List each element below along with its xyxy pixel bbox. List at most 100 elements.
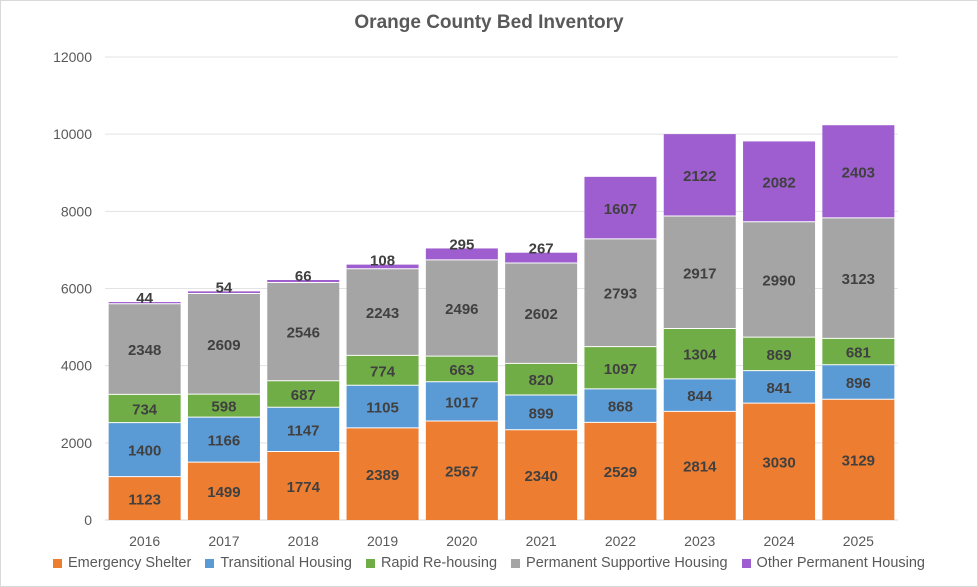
data-label: 2243 — [366, 305, 399, 322]
data-label: 2403 — [842, 165, 875, 182]
x-tick-label: 2020 — [446, 533, 477, 549]
legend-item: Transitional Housing — [205, 555, 352, 571]
x-tick-label: 2017 — [208, 533, 239, 549]
bar-segment — [584, 346, 657, 389]
data-label: 681 — [846, 345, 871, 362]
data-label: 2917 — [683, 265, 716, 282]
data-label: 1017 — [445, 394, 478, 411]
bar-segment — [822, 125, 895, 218]
bar-segment — [346, 427, 419, 520]
data-label: 687 — [291, 387, 316, 404]
data-label: 663 — [449, 362, 474, 379]
data-label: 3129 — [842, 453, 875, 470]
data-label: 295 — [449, 236, 474, 253]
stacked-bar-chart: 0 2000 4000 6000 8000 10000 12000 1123 1400 734 23… — [53, 49, 898, 549]
y-tick-label: 8000 — [61, 203, 92, 219]
bar-segment — [743, 141, 816, 222]
bar-segment — [108, 303, 181, 395]
bar-segment — [187, 462, 260, 520]
bar-segment — [584, 176, 657, 239]
bar-segment — [743, 337, 816, 371]
data-label: 2529 — [604, 464, 637, 481]
bar-segment — [822, 217, 895, 339]
bar-segment — [346, 355, 419, 386]
data-label: 2340 — [524, 468, 557, 485]
legend-label: Rapid Re-housing — [380, 555, 498, 571]
y-tick-label: 4000 — [61, 358, 92, 374]
bar-segment — [187, 394, 260, 418]
data-label: 2122 — [683, 168, 716, 185]
bar-segment — [108, 302, 181, 304]
chart-legend: Emergency Shelter Transitional Housing Rap… — [0, 555, 978, 571]
bar-segment — [346, 268, 419, 356]
y-tick-label: 0 — [84, 512, 92, 528]
legend-label: Permanent Supportive Housing — [526, 555, 728, 571]
legend-swatch — [365, 558, 375, 568]
bar-segment — [425, 356, 498, 382]
bar-segment — [346, 385, 419, 428]
data-label: 3030 — [762, 455, 795, 472]
x-tick-label: 2021 — [526, 533, 557, 549]
x-tick-label: 2024 — [763, 533, 794, 549]
data-label: 1105 — [366, 400, 399, 417]
data-label: 267 — [529, 241, 554, 258]
data-label: 1400 — [128, 443, 161, 460]
data-label: 2546 — [287, 325, 320, 342]
bar-segment — [425, 381, 498, 421]
bar-segment — [187, 293, 260, 395]
y-tick-label: 12000 — [53, 49, 92, 65]
bar-segment — [584, 238, 657, 347]
bar-segment — [663, 411, 736, 520]
data-label: 1774 — [287, 479, 321, 496]
bar-segment — [108, 422, 181, 477]
legend-item: Emergency Shelter — [53, 555, 191, 571]
data-label: 1147 — [287, 422, 320, 439]
x-tick-label: 2019 — [367, 533, 398, 549]
bar-segment — [267, 280, 340, 283]
bar-segment — [108, 394, 181, 423]
data-label: 54 — [216, 279, 233, 296]
bar-segment — [822, 364, 895, 400]
y-tick-label: 6000 — [61, 281, 92, 297]
data-label: 2793 — [604, 286, 637, 303]
x-tick-label: 2018 — [288, 533, 319, 549]
data-label: 598 — [211, 399, 236, 416]
bar-segment — [822, 338, 895, 365]
data-label: 896 — [846, 375, 871, 392]
data-label: 1123 — [128, 491, 161, 508]
bar-segment — [663, 134, 736, 217]
bar-segment — [187, 417, 260, 463]
data-label: 869 — [767, 347, 792, 364]
bar-segment — [584, 422, 657, 520]
bar-segment — [108, 476, 181, 520]
data-label: 2814 — [683, 459, 717, 476]
bar-segment — [267, 282, 340, 381]
data-label: 3123 — [842, 271, 875, 288]
bar-segment — [425, 259, 498, 357]
bar-segment — [505, 395, 578, 430]
bar-segment — [425, 420, 498, 520]
bar-segment — [346, 264, 419, 269]
data-label: 2609 — [207, 337, 240, 354]
bar-segment — [743, 370, 816, 404]
bar-segment — [187, 291, 260, 294]
bar-segment — [663, 216, 736, 329]
data-label: 774 — [370, 363, 396, 380]
x-tick-label: 2025 — [843, 533, 874, 549]
legend-label: Transitional Housing — [220, 555, 352, 571]
bar-segment — [584, 388, 657, 423]
data-label: 841 — [767, 380, 792, 397]
legend-swatch — [53, 558, 62, 568]
y-tick-label: 10000 — [53, 126, 92, 142]
chart-title: Orange County Bed Inventory — [354, 12, 624, 33]
x-tick-label: 2022 — [605, 533, 636, 549]
data-label: 899 — [529, 405, 554, 422]
legend-swatch — [205, 558, 215, 568]
x-tick-label: 2016 — [129, 533, 160, 549]
bar-segment — [743, 221, 816, 338]
legend-label: Emergency Shelter — [68, 555, 192, 571]
legend-item: Rapid Re-housing — [365, 555, 498, 571]
data-label: 1499 — [207, 484, 240, 501]
data-label: 820 — [529, 372, 554, 389]
data-label: 2496 — [445, 301, 478, 318]
